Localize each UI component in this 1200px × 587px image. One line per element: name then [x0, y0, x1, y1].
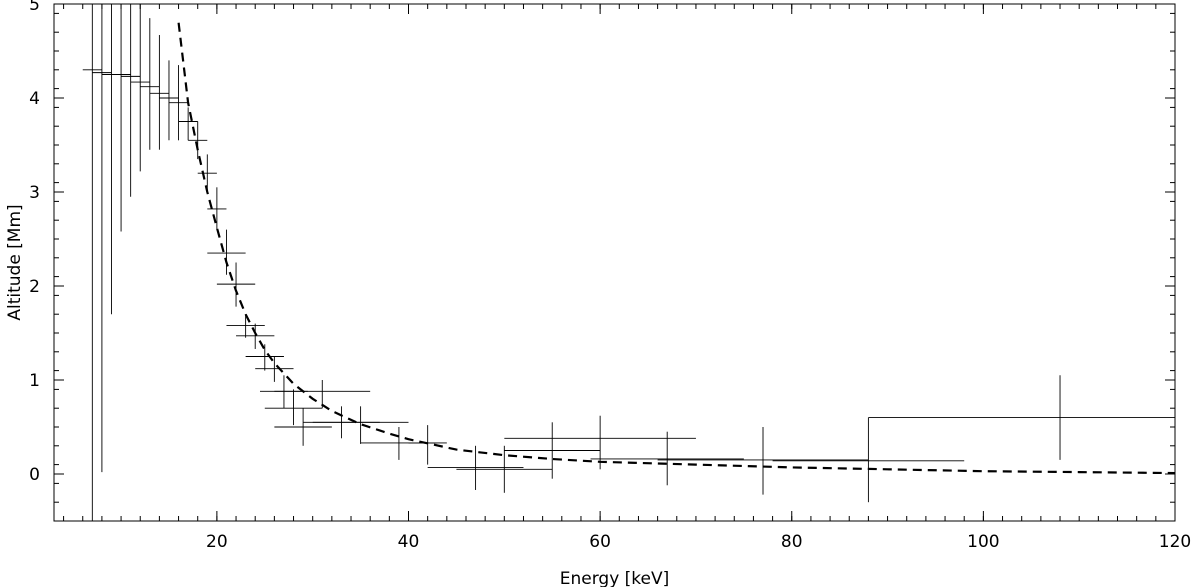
error-bars-series: [82, 4, 1175, 521]
x-tick-label: 80: [781, 532, 803, 552]
data-point: [111, 4, 131, 232]
y-tick-label: 2: [29, 277, 40, 297]
x-tick-label: 120: [1159, 532, 1191, 552]
data-point: [504, 415, 696, 470]
data-point: [92, 4, 112, 473]
y-tick-label: 4: [29, 89, 40, 109]
data-point: [427, 445, 524, 490]
data-point: [101, 4, 122, 315]
y-axis-title: Altitude [Mm]: [5, 204, 25, 320]
data-point: [207, 229, 246, 275]
data-point: [82, 4, 102, 521]
major-ticks: [54, 3, 1176, 521]
y-tick-label: 3: [29, 183, 40, 203]
x-tick-label: 40: [398, 532, 420, 552]
minor-ticks: [54, 4, 1176, 522]
y-tick-label: 1: [29, 371, 40, 391]
data-point: [772, 417, 965, 503]
data-point: [274, 380, 371, 409]
x-axis-title: Energy [keV]: [560, 569, 670, 587]
y-tick-label: 5: [29, 0, 40, 15]
data-point: [504, 422, 601, 479]
y-tick-label: 0: [29, 465, 40, 485]
data-point: [274, 408, 332, 446]
data-point: [590, 431, 744, 486]
x-tick-label: 20: [206, 532, 228, 552]
data-point: [456, 445, 553, 493]
data-point: [657, 427, 869, 495]
data-point: [226, 314, 265, 338]
data-point: [868, 375, 1175, 460]
data-point: [216, 262, 256, 307]
data-point: [197, 154, 217, 192]
data-point: [259, 375, 308, 409]
data-point: [140, 18, 160, 150]
data-point: [149, 35, 169, 150]
plot-frame: [53, 3, 1176, 522]
fit-curve-line: [177, 22, 1175, 475]
data-point: [245, 344, 284, 371]
tick-labels: 20 40 60 80 100 120 0 1 2 3 4 5: [29, 0, 1191, 552]
data-point: [188, 121, 208, 160]
data-point: [130, 4, 150, 172]
data-point: [207, 187, 227, 230]
data-point: [159, 60, 179, 141]
data-point: [255, 356, 294, 382]
x-tick-label: 100: [967, 532, 999, 552]
data-point: [168, 65, 189, 141]
data-point: [408, 425, 447, 465]
data-point: [312, 406, 409, 444]
fit-curve-series: [177, 22, 1175, 475]
data-point: [121, 4, 141, 197]
data-point: [264, 389, 323, 426]
data-point: [236, 323, 275, 349]
data-point: [178, 107, 198, 141]
x-tick-label: 60: [589, 532, 611, 552]
